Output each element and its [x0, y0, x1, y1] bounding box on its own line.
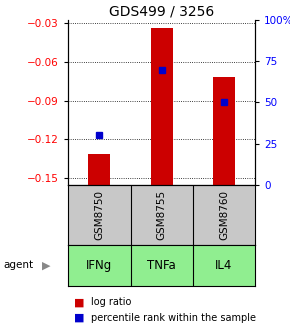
Text: agent: agent: [3, 260, 33, 270]
Title: GDS499 / 3256: GDS499 / 3256: [109, 5, 214, 19]
Text: GSM8755: GSM8755: [157, 190, 167, 240]
Bar: [213, 77, 235, 185]
Bar: [88, 154, 110, 185]
Text: ■: ■: [74, 312, 84, 323]
Text: ▶: ▶: [42, 260, 50, 270]
Text: log ratio: log ratio: [91, 297, 132, 307]
Text: percentile rank within the sample: percentile rank within the sample: [91, 312, 256, 323]
Text: GSM8760: GSM8760: [219, 190, 229, 240]
Text: GSM8750: GSM8750: [94, 190, 104, 240]
Text: ■: ■: [74, 297, 84, 307]
Text: IL4: IL4: [215, 259, 233, 272]
Text: TNFa: TNFa: [147, 259, 176, 272]
Bar: [151, 28, 173, 185]
Text: IFNg: IFNg: [86, 259, 113, 272]
